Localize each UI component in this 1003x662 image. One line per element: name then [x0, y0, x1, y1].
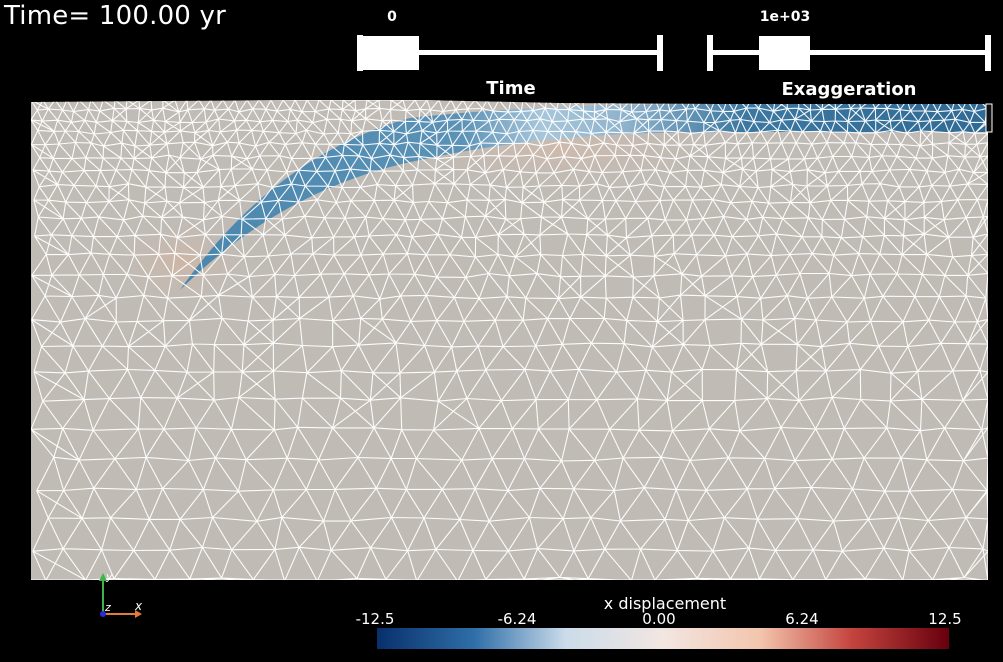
axis-z-label: z [104, 601, 111, 614]
colorbar-tick-2: -6.24 [497, 610, 537, 628]
time-slider-value: 0 [387, 9, 397, 25]
colorbar-title: x displacement [603, 594, 727, 613]
axes-triad: x y z [99, 570, 143, 618]
colorbar-tick-min: -12.5 [355, 610, 395, 628]
colorbar-tick-max: 12.5 [928, 610, 962, 628]
axis-x-label: x [134, 599, 143, 613]
mesh-right-edge [985, 103, 993, 133]
exaggeration-slider-value: 1e+03 [759, 9, 811, 25]
exaggeration-slider-right-cap [985, 35, 991, 71]
exaggeration-slider-left-cap [707, 35, 713, 71]
warm-region-left [110, 217, 250, 307]
exaggeration-slider-track[interactable] [707, 50, 991, 55]
colorbar-tick-4: 6.24 [785, 610, 819, 628]
time-slider-title: Time [486, 78, 536, 99]
exaggeration-slider-title: Exaggeration [781, 79, 917, 100]
exaggeration-slider-knob[interactable] [759, 36, 810, 70]
colorbar [377, 628, 949, 649]
mesh-edges [31, 100, 988, 580]
subducting-slab [178, 104, 988, 292]
axis-y-label: y [105, 570, 113, 583]
time-slider-knob[interactable] [359, 36, 419, 70]
time-slider[interactable]: 0 Time [357, 0, 667, 100]
time-annotation: Time= 100.00 yr [4, 1, 226, 31]
time-slider-track[interactable] [357, 50, 663, 55]
exaggeration-slider[interactable]: 1e+03 Exaggeration [705, 0, 995, 100]
colorbar-tick-mid: 0.00 [642, 610, 676, 628]
time-slider-right-cap [657, 35, 663, 71]
